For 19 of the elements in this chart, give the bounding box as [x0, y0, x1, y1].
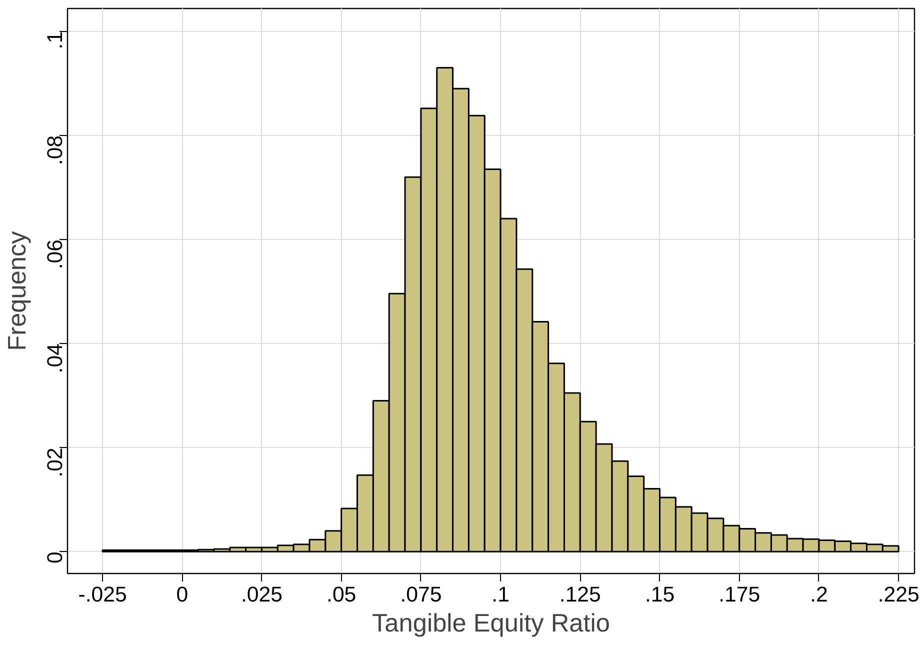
x-axis-title: Tangible Equity Ratio [372, 610, 610, 638]
y-tick-label: 0 [43, 552, 67, 564]
y-tick-label: .02 [43, 448, 67, 478]
x-tick-label: .05 [326, 582, 356, 606]
y-tick-label: .1 [43, 31, 67, 50]
x-tick-label: .15 [644, 582, 675, 606]
x-tick-label: .2 [810, 582, 828, 606]
x-tick-label: .025 [240, 582, 282, 606]
y-tick-label: .04 [43, 343, 67, 374]
x-tick-label: .125 [559, 582, 601, 606]
y-tick-label: .06 [43, 239, 67, 270]
y-axis-title: Frequency [4, 230, 32, 351]
x-tick-label: .075 [400, 582, 442, 606]
x-tick-label: -.025 [78, 582, 127, 606]
y-tick-label: .08 [43, 135, 67, 166]
x-tick-label: .225 [878, 582, 920, 606]
x-tick-label: .175 [718, 582, 760, 606]
x-tick-label: 0 [176, 582, 188, 606]
x-tick-label: .1 [492, 582, 510, 606]
